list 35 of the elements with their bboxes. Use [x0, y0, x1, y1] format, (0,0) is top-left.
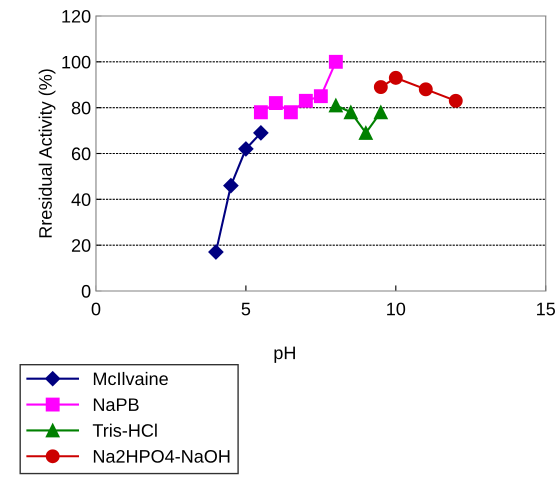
point — [223, 178, 238, 194]
y-axis-title: Rresidual Activity (%) — [38, 69, 56, 238]
point — [344, 105, 358, 120]
x-tick-label: 5 — [242, 302, 250, 316]
y-tick-label: 80 — [72, 102, 90, 114]
x-tick-label: 15 — [537, 302, 556, 316]
y-tick-label: 20 — [72, 239, 90, 252]
point — [298, 94, 313, 108]
x-tick-label: 10 — [387, 302, 406, 316]
point — [374, 105, 388, 120]
legend-label: Tris-HCl — [92, 424, 157, 437]
point — [328, 98, 343, 112]
point — [418, 82, 433, 96]
legend-label: Na2HPO4-NaOH — [94, 450, 230, 463]
legend-label: McIlvaine — [94, 372, 168, 386]
y-tick-label: 60 — [72, 147, 90, 160]
y-tick-label: 0 — [82, 284, 90, 298]
point — [358, 126, 373, 140]
y-tick-label: 40 — [71, 193, 90, 206]
legend-label: NaPB — [94, 398, 139, 412]
point — [314, 89, 328, 104]
point — [328, 54, 343, 69]
point — [254, 105, 268, 120]
point — [374, 80, 388, 94]
point — [253, 125, 268, 140]
x-axis-title: pH — [274, 346, 295, 363]
point — [388, 70, 403, 85]
y-tick-label: 120 — [62, 10, 90, 23]
point — [448, 94, 463, 108]
point — [268, 96, 283, 110]
y-tick-label: 100 — [62, 56, 90, 69]
point — [238, 141, 254, 156]
point — [284, 105, 298, 120]
point — [208, 244, 224, 260]
x-tick-label: 0 — [92, 302, 100, 316]
